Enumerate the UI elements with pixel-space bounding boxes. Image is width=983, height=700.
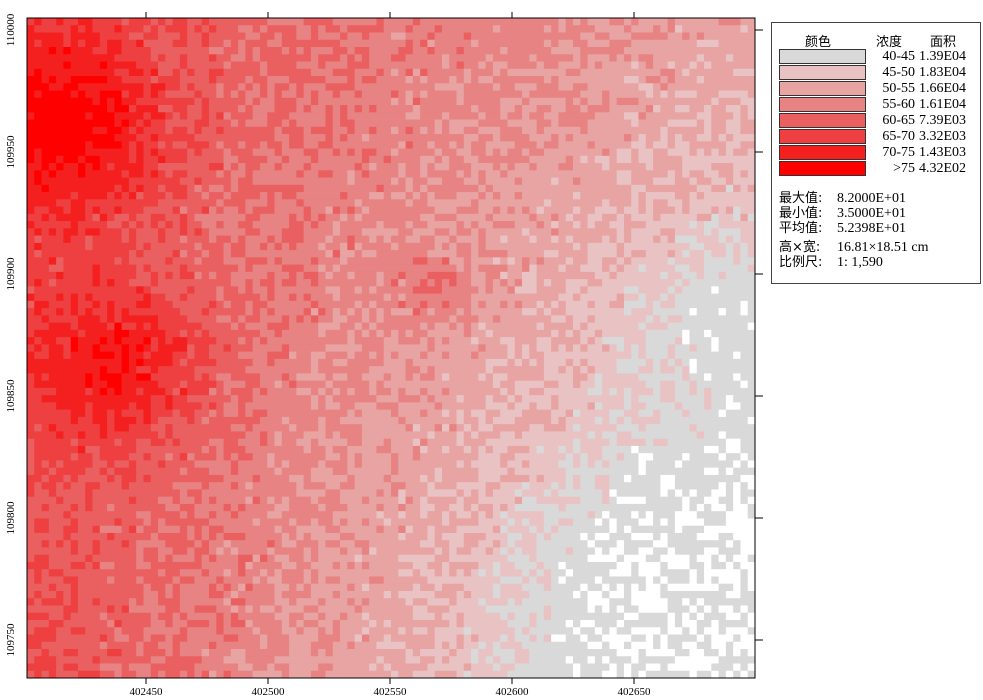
legend-swatch	[779, 97, 866, 112]
y-axis-right	[755, 29, 763, 641]
stat-size: 高×宽: 16.81×18.51 cm	[779, 240, 929, 255]
x-tick-label: 402450	[130, 686, 164, 698]
legend-row: 55-60 1.61E04	[779, 97, 975, 113]
legend-row: 40-45 1.39E04	[779, 49, 975, 65]
legend-swatch	[779, 49, 866, 64]
stat-size-label: 高×宽:	[779, 240, 821, 255]
stat-min-value: 3.5000E+01	[837, 206, 906, 221]
x-tick-label: 402500	[252, 686, 286, 698]
y-tick-label: 109800	[5, 501, 17, 535]
legend-swatch	[779, 113, 866, 128]
y-tick-label: 109900	[5, 257, 17, 291]
stat-mean-value: 5.2398E+01	[837, 221, 906, 236]
stat-min: 最小值: 3.5000E+01	[779, 206, 906, 221]
x-tick-label: 402600	[496, 686, 530, 698]
legend-range: 45-50	[882, 65, 915, 80]
legend-swatch	[779, 161, 866, 176]
stat-max-value: 8.2000E+01	[837, 191, 906, 206]
stat-min-label: 最小值:	[779, 206, 823, 221]
legend-area: 7.39E03	[919, 113, 967, 128]
y-tick-label: 110000	[5, 13, 17, 46]
stat-mean-label: 平均值:	[779, 221, 823, 236]
legend-row: 60-65 7.39E03	[779, 113, 975, 129]
legend-range: >75	[893, 161, 915, 176]
legend-row: 50-55 1.66E04	[779, 81, 975, 97]
legend-header-area: 面积	[930, 35, 957, 50]
x-axis-bottom	[145, 678, 635, 684]
x-tick-label: 402550	[374, 686, 408, 698]
stat-scale: 比例尺: 1: 1,590	[779, 255, 883, 270]
y-tick-label: 109950	[5, 135, 17, 169]
legend-row: 65-70 3.32E03	[779, 129, 975, 145]
stat-scale-label: 比例尺:	[779, 255, 823, 270]
stat-max: 最大值: 8.2000E+01	[779, 191, 906, 206]
legend-panel: 颜色 浓度 面积 40-45 1.39E04 45-50 1.83E04 50-…	[771, 22, 981, 284]
legend-range: 40-45	[882, 49, 915, 64]
legend-range: 55-60	[882, 97, 915, 112]
legend-area: 1.43E03	[919, 145, 967, 160]
legend-swatch	[779, 129, 866, 144]
legend-row: 45-50 1.83E04	[779, 65, 975, 81]
stat-max-label: 最大值:	[779, 191, 823, 206]
map-border	[26, 17, 756, 679]
legend-header-color: 颜色	[805, 35, 832, 50]
legend-area: 1.39E04	[919, 49, 967, 64]
legend-area: 1.83E04	[919, 65, 967, 80]
stat-size-value: 16.81×18.51 cm	[837, 240, 929, 255]
stat-scale-value: 1: 1,590	[837, 255, 883, 270]
legend-area: 1.61E04	[919, 97, 967, 112]
legend-row: 70-75 1.43E03	[779, 145, 975, 161]
legend-swatch	[779, 81, 866, 96]
x-axis-top	[145, 12, 635, 18]
legend-range: 60-65	[882, 113, 915, 128]
legend-range: 65-70	[882, 129, 915, 144]
y-tick-label: 109850	[5, 379, 17, 413]
legend-area: 4.32E02	[919, 161, 967, 176]
legend-row: >75 4.32E02	[779, 161, 975, 177]
legend-range: 50-55	[882, 81, 915, 96]
legend-swatch	[779, 65, 866, 80]
legend-area: 3.32E03	[919, 129, 967, 144]
concentration-raster	[27, 18, 756, 679]
y-tick-label: 109750	[5, 623, 17, 657]
legend-range: 70-75	[882, 145, 915, 160]
legend-swatch	[779, 145, 866, 160]
legend-area: 1.66E04	[919, 81, 967, 96]
legend-header-concentration: 浓度	[876, 35, 903, 50]
stat-mean: 平均值: 5.2398E+01	[779, 221, 906, 236]
x-tick-label: 402650	[618, 686, 652, 698]
